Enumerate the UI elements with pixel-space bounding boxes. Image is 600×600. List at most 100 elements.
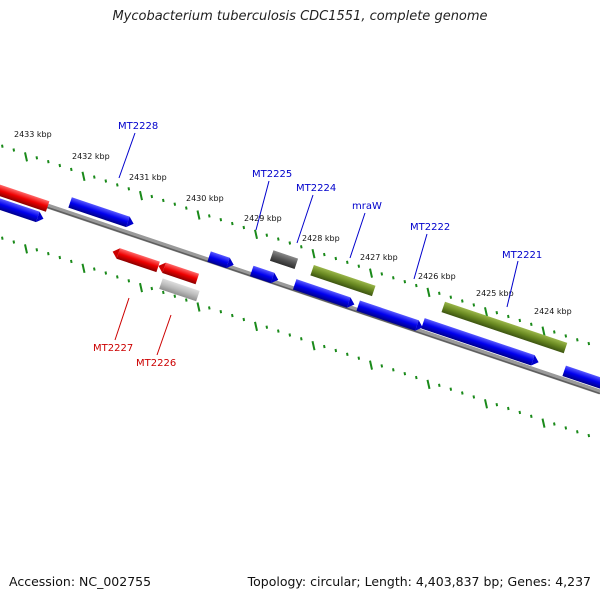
minor-tick: [507, 406, 510, 411]
scale-label: 2429 kbp: [244, 214, 282, 223]
minor-tick: [334, 256, 338, 261]
gene-mt2227-arrowhead: [112, 248, 121, 259]
gene-mt2222-forward[interactable]: [356, 300, 419, 331]
gene-mt2221-forward-arrowhead: [531, 355, 539, 366]
gene-label-mraW[interactable]: mraW: [352, 201, 382, 212]
minor-tick: [495, 403, 499, 407]
gene-labels: MT2228 MT2225 MT2224 mraW MT2222 MT2221 …: [93, 121, 542, 369]
scale-label: 2428 kbp: [302, 234, 340, 243]
leader-mt2221: [506, 260, 519, 308]
minor-tick: [265, 325, 269, 329]
gene-mraW-forward[interactable]: [292, 279, 351, 308]
gene-label-mt2227[interactable]: MT2227: [93, 343, 133, 354]
minor-tick: [472, 303, 476, 307]
genome-backbone-shade: [0, 190, 600, 395]
minor-tick: [116, 183, 119, 187]
gene-features: [0, 184, 600, 389]
minor-tick: [564, 334, 568, 338]
gene-mt2224-forward-arrowhead: [270, 272, 279, 284]
minor-tick: [208, 214, 211, 218]
leader-mt2226: [156, 314, 172, 356]
minor-tick: [231, 313, 234, 318]
minor-tick: [380, 272, 384, 276]
minor-tick: [277, 329, 280, 333]
gene-mt2222-forward-arrowhead: [415, 320, 423, 331]
minor-tick: [472, 395, 476, 399]
gene-mt2225-arrowhead: [226, 257, 234, 269]
minor-tick: [392, 276, 395, 280]
minor-tick: [403, 372, 407, 376]
minor-tick: [461, 391, 464, 395]
minor-tick: [553, 330, 556, 334]
minor-tick: [162, 198, 165, 203]
major-tick: [196, 302, 201, 312]
minor-tick: [334, 348, 338, 353]
leader-mraW: [349, 212, 366, 259]
minor-tick: [93, 267, 96, 271]
major-tick: [426, 379, 431, 390]
gene-edge-left-red[interactable]: [0, 184, 50, 212]
gene-mt2228-arrowhead: [126, 216, 134, 228]
leader-mt2228: [118, 132, 136, 179]
minor-tick: [219, 310, 223, 314]
gene-mt2222[interactable]: [441, 301, 568, 354]
gene-mt2226-feature[interactable]: [159, 278, 200, 302]
gene-label-mt2222[interactable]: MT2222: [410, 222, 450, 233]
minor-tick: [127, 187, 131, 191]
gene-mt2225[interactable]: [207, 251, 230, 269]
minor-tick: [58, 163, 62, 168]
minor-tick: [449, 295, 453, 299]
gene-mt2226[interactable]: [162, 262, 200, 285]
minor-tick: [576, 338, 579, 342]
gene-edge-left-blue-arrowhead: [36, 211, 44, 223]
minor-tick: [104, 271, 108, 275]
gene-label-mt2228[interactable]: MT2228: [118, 121, 158, 132]
minor-tick: [104, 179, 108, 183]
minor-tick: [35, 248, 39, 252]
major-tick: [81, 171, 86, 182]
minor-tick: [576, 430, 579, 434]
minor-tick: [208, 306, 211, 310]
genome-summary-text: Topology: circular; Length: 4,403,837 bp…: [247, 574, 591, 589]
minor-tick: [231, 221, 234, 226]
major-tick: [426, 287, 431, 298]
minor-tick: [495, 311, 499, 315]
scale-label: 2433 kbp: [14, 130, 52, 139]
gene-mt2228[interactable]: [68, 197, 130, 228]
gene-mt2224-forward[interactable]: [249, 265, 275, 284]
gene-mt2221-forward[interactable]: [421, 318, 535, 366]
gene-mraW-forward-arrowhead: [346, 297, 355, 308]
gene-mraW[interactable]: [310, 264, 376, 297]
major-tick: [254, 229, 258, 240]
gene-label-mt2225[interactable]: MT2225: [252, 169, 292, 180]
leader-mt2225: [255, 180, 270, 231]
minor-tick: [277, 237, 280, 241]
minor-tick: [587, 341, 591, 346]
scale-label: 2432 kbp: [72, 152, 110, 161]
inner-scale-ticks: [1, 236, 591, 438]
minor-tick: [47, 252, 50, 256]
gene-mt2227[interactable]: [116, 248, 160, 273]
gene-label-mt2221[interactable]: MT2221: [502, 250, 542, 261]
minor-tick: [127, 279, 131, 283]
scale-label: 2427 kbp: [360, 253, 398, 262]
gene-edge-right[interactable]: [562, 365, 600, 389]
gene-label-mt2226[interactable]: MT2226: [136, 358, 176, 369]
map-title: Mycobacterium tuberculosis CDC1551, comp…: [112, 9, 488, 24]
gene-edge-left-blue[interactable]: [0, 194, 40, 223]
minor-tick: [461, 299, 464, 303]
gene-label-mt2224[interactable]: MT2224: [296, 183, 336, 194]
leader-mt2227: [114, 297, 130, 341]
minor-tick: [323, 344, 326, 349]
minor-tick: [185, 206, 188, 210]
minor-tick: [357, 356, 361, 360]
scale-label: 2430 kbp: [186, 194, 224, 203]
minor-tick: [438, 291, 441, 295]
minor-tick: [300, 245, 303, 249]
minor-tick: [300, 337, 303, 341]
minor-tick: [415, 283, 418, 288]
gene-mt2224[interactable]: [269, 250, 299, 270]
major-tick: [196, 210, 201, 220]
minor-tick: [323, 252, 326, 257]
major-tick: [311, 340, 316, 351]
